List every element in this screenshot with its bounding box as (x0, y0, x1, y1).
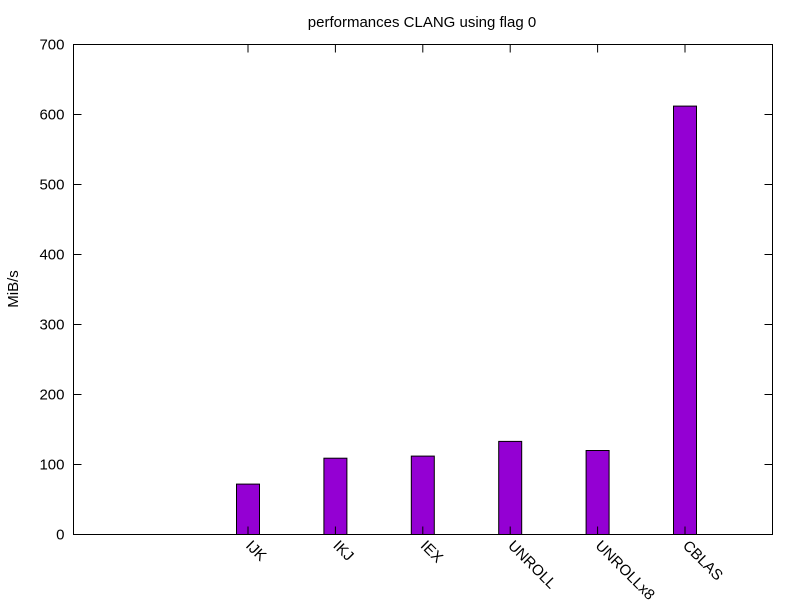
y-tick-label: 200 (39, 387, 64, 404)
chart-title: performances CLANG using flag 0 (308, 14, 536, 31)
x-tick-label: IJK (242, 537, 269, 564)
plot-area-frame (73, 44, 773, 535)
x-tick-label: IKJ (330, 537, 357, 564)
bar-unrollx8 (585, 450, 610, 535)
x-tick-label: CBLAS (679, 537, 726, 584)
y-axis-label: MiB/s (5, 270, 22, 308)
y-tick-label: 500 (39, 177, 64, 194)
y-tick-label: 100 (39, 457, 64, 474)
y-tick-label: 700 (39, 37, 64, 54)
bar-ikj (323, 457, 348, 536)
bars (236, 105, 697, 536)
y-tick-label: 400 (39, 247, 64, 264)
x-tick-label: IEX (417, 537, 446, 566)
bar-unroll (498, 440, 523, 535)
bar-iex (410, 455, 435, 536)
bar-cblas (673, 105, 697, 535)
x-axis-ticks: IJK IKJ IEX UNROLL UNROLLx8 CBLAS (242, 44, 726, 600)
y-tick-label: 600 (39, 107, 64, 124)
y-tick-label: 0 (56, 527, 64, 544)
y-axis-ticks: 0 100 200 300 400 500 600 700 (39, 37, 773, 544)
x-tick-label: UNROLLx8 (592, 537, 658, 600)
x-tick-label: UNROLL (504, 537, 559, 592)
y-tick-label: 300 (39, 317, 64, 334)
